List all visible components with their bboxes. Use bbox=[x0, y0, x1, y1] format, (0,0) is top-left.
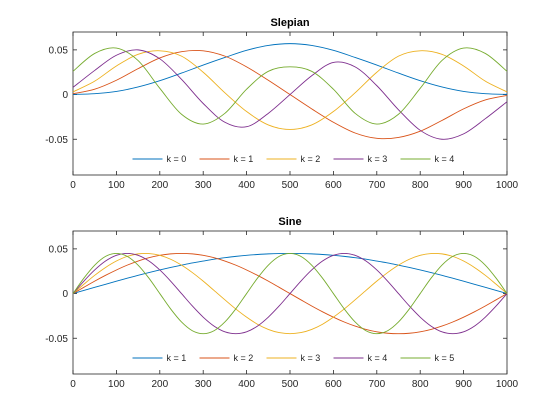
y-tick-label: 0 bbox=[62, 289, 68, 300]
x-tick-label: 500 bbox=[282, 379, 299, 390]
x-tick-label: 1000 bbox=[496, 180, 519, 191]
x-tick-label: 100 bbox=[108, 379, 125, 390]
series-line-4 bbox=[72, 49, 508, 140]
x-tick-label: 500 bbox=[282, 180, 299, 191]
x-tick-label: 700 bbox=[368, 180, 385, 191]
x-tick-label: 0 bbox=[70, 180, 76, 191]
axes-box bbox=[72, 230, 508, 375]
x-tick-label: 100 bbox=[108, 180, 125, 191]
legend-label: k = 0 bbox=[167, 154, 187, 164]
chart-title: Slepian bbox=[270, 17, 309, 29]
x-tick-label: 200 bbox=[151, 180, 168, 191]
y-tick-label: 0 bbox=[62, 90, 68, 101]
y-tick-label: -0.05 bbox=[45, 135, 68, 146]
legend-label: k = 4 bbox=[435, 154, 455, 164]
x-tick-label: 600 bbox=[325, 180, 342, 191]
y-tick-label: 0.05 bbox=[49, 244, 69, 255]
legend-label: k = 2 bbox=[234, 353, 254, 363]
x-tick-label: 900 bbox=[455, 379, 472, 390]
legend-label: k = 2 bbox=[301, 154, 321, 164]
series-line-4 bbox=[72, 252, 508, 335]
x-tick-label: 0 bbox=[70, 379, 76, 390]
y-tick-label: -0.05 bbox=[45, 334, 68, 345]
x-tick-label: 700 bbox=[368, 379, 385, 390]
series-line-3 bbox=[72, 252, 508, 335]
x-tick-label: 300 bbox=[195, 379, 212, 390]
x-tick-label: 800 bbox=[412, 379, 429, 390]
series-line-5 bbox=[72, 47, 508, 125]
legend-label: k = 3 bbox=[301, 353, 321, 363]
series-line-5 bbox=[72, 252, 508, 335]
legend-label: k = 3 bbox=[368, 154, 388, 164]
series-line-1 bbox=[72, 43, 508, 95]
axes-box bbox=[72, 31, 508, 176]
series-line-3 bbox=[72, 50, 508, 130]
x-tick-label: 600 bbox=[325, 379, 342, 390]
legend-label: k = 1 bbox=[167, 353, 187, 363]
x-tick-label: 400 bbox=[238, 180, 255, 191]
x-tick-label: 400 bbox=[238, 379, 255, 390]
chart-sine: Sine 0 100 200 300 400 500 600 700 800 900 1000 -0.… bbox=[45, 216, 518, 390]
x-tick-label: 200 bbox=[151, 379, 168, 390]
x-tick-label: 300 bbox=[195, 180, 212, 191]
y-tick-label: 0.05 bbox=[49, 45, 69, 56]
legend-label: k = 4 bbox=[368, 353, 388, 363]
legend-label: k = 5 bbox=[435, 353, 455, 363]
x-tick-label: 800 bbox=[412, 180, 429, 191]
legend-label: k = 1 bbox=[234, 154, 254, 164]
x-tick-label: 1000 bbox=[496, 379, 519, 390]
legend: k = 1 k = 2 k = 3 k = 4 k = 5 bbox=[132, 353, 455, 363]
legend: k = 0 k = 1 k = 2 k = 3 k = 4 bbox=[132, 154, 455, 164]
plot-area: 0 100 200 300 400 500 600 700 800 900 1000 -0.05 0 0.… bbox=[45, 31, 519, 191]
chart-slepian: Slepian 0 100 200 300 400 500 600 700 800 900 1000… bbox=[45, 17, 518, 191]
chart-title: Sine bbox=[278, 216, 301, 228]
plot-area: 0 100 200 300 400 500 600 700 800 900 1000 -0.05 0 0.… bbox=[45, 230, 519, 390]
x-tick-label: 900 bbox=[455, 180, 472, 191]
